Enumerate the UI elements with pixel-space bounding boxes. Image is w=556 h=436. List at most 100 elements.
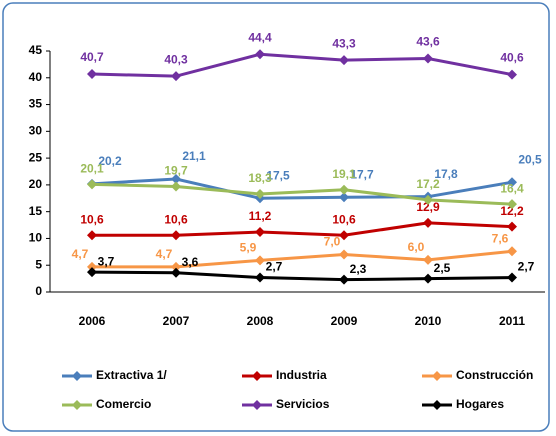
data-label: 2,7 [266, 260, 283, 274]
series-line [91, 52, 513, 78]
data-label: 17,8 [434, 167, 458, 181]
data-label: 40,7 [80, 50, 104, 64]
point-marker [507, 177, 517, 188]
legend-marker [252, 400, 262, 410]
data-label: 4,7 [156, 247, 173, 261]
series-line [92, 221, 513, 237]
data-label: 2,3 [350, 262, 367, 276]
x-tick-label: 2007 [163, 314, 190, 328]
point-marker [255, 49, 265, 60]
data-label: 43,3 [332, 36, 356, 50]
data-label: 21,1 [182, 149, 206, 163]
data-label: 19,1 [332, 167, 356, 181]
point-marker [87, 267, 97, 278]
data-label: 10,6 [80, 212, 104, 226]
data-label: 16,4 [500, 181, 524, 195]
point-marker [255, 255, 265, 266]
series-line [91, 177, 513, 200]
point-marker [171, 267, 181, 278]
legend-label: Servicios [276, 397, 330, 411]
legend-label: Hogares [456, 397, 504, 411]
data-label: 7,6 [492, 231, 509, 245]
y-tick-label: 25 [29, 150, 43, 164]
data-label: 3,6 [182, 255, 199, 269]
point-marker [339, 274, 349, 285]
point-marker [87, 69, 97, 80]
data-label: 20,2 [98, 154, 122, 168]
data-label: 20,1 [80, 162, 104, 176]
legend-marker [72, 371, 82, 381]
point-marker [507, 69, 517, 80]
x-tick-label: 2010 [415, 314, 442, 328]
y-tick-label: 20 [29, 177, 43, 191]
data-label: 2,5 [434, 261, 451, 275]
data-label: 20,5 [518, 152, 542, 166]
data-label: 7,0 [324, 235, 341, 249]
data-label: 44,4 [248, 30, 272, 44]
data-label: 18,3 [248, 171, 272, 185]
y-tick-label: 40 [29, 70, 43, 84]
point-marker [339, 192, 349, 203]
data-label: 4,7 [72, 247, 89, 261]
legend-label: Industria [276, 368, 327, 382]
legend-label: Comercio [96, 397, 151, 411]
y-tick-label: 15 [29, 204, 43, 218]
data-label: 19,7 [164, 164, 188, 178]
point-marker [507, 221, 517, 232]
point-marker [255, 272, 265, 283]
point-marker [87, 179, 97, 190]
data-label: 43,6 [416, 35, 440, 49]
point-marker [171, 173, 181, 184]
series-line [91, 182, 513, 206]
y-tick-label: 0 [35, 284, 42, 298]
point-marker [171, 71, 181, 82]
point-marker [171, 230, 181, 241]
data-label: 11,2 [249, 209, 272, 223]
y-tick-label: 5 [35, 257, 42, 271]
point-marker [423, 194, 433, 205]
legend-marker [432, 400, 442, 410]
y-tick-label: 35 [29, 97, 43, 111]
point-marker [339, 55, 349, 66]
data-label: 12,9 [416, 200, 440, 214]
legend-label: Construcción [456, 368, 533, 382]
data-label: 3,7 [98, 254, 115, 268]
point-marker [423, 254, 433, 265]
x-tick-label: 2011 [499, 314, 525, 328]
point-marker [507, 246, 517, 257]
series-line [92, 249, 513, 269]
point-marker [87, 230, 97, 241]
chart-frame [2, 2, 550, 432]
x-tick-label: 2008 [247, 314, 274, 328]
data-label: 5,9 [240, 241, 257, 255]
data-label: 10,6 [164, 212, 188, 226]
point-marker [423, 217, 433, 228]
data-label: 12,2 [500, 204, 524, 218]
data-label: 40,6 [500, 51, 524, 65]
data-label: 6,0 [408, 240, 425, 254]
point-marker [255, 188, 265, 199]
y-tick-label: 10 [29, 231, 43, 245]
series-line [91, 270, 513, 282]
x-tick-label: 2009 [331, 314, 358, 328]
point-marker [423, 53, 433, 64]
data-label: 40,3 [164, 52, 188, 66]
point-marker [339, 249, 349, 260]
point-marker [255, 227, 265, 238]
data-label: 17,2 [416, 177, 440, 191]
legend-label: Extractiva 1/ [96, 368, 167, 382]
legend-marker [72, 400, 82, 410]
point-marker [171, 181, 181, 192]
data-label: 17,7 [350, 167, 374, 181]
point-marker [339, 184, 349, 195]
point-marker [87, 261, 97, 272]
y-tick-label: 45 [29, 43, 43, 57]
point-marker [507, 272, 517, 283]
data-label: 2,7 [518, 260, 535, 274]
point-marker [171, 261, 181, 272]
data-label: 10,6 [332, 212, 356, 226]
point-marker [423, 273, 433, 284]
point-marker [339, 230, 349, 241]
